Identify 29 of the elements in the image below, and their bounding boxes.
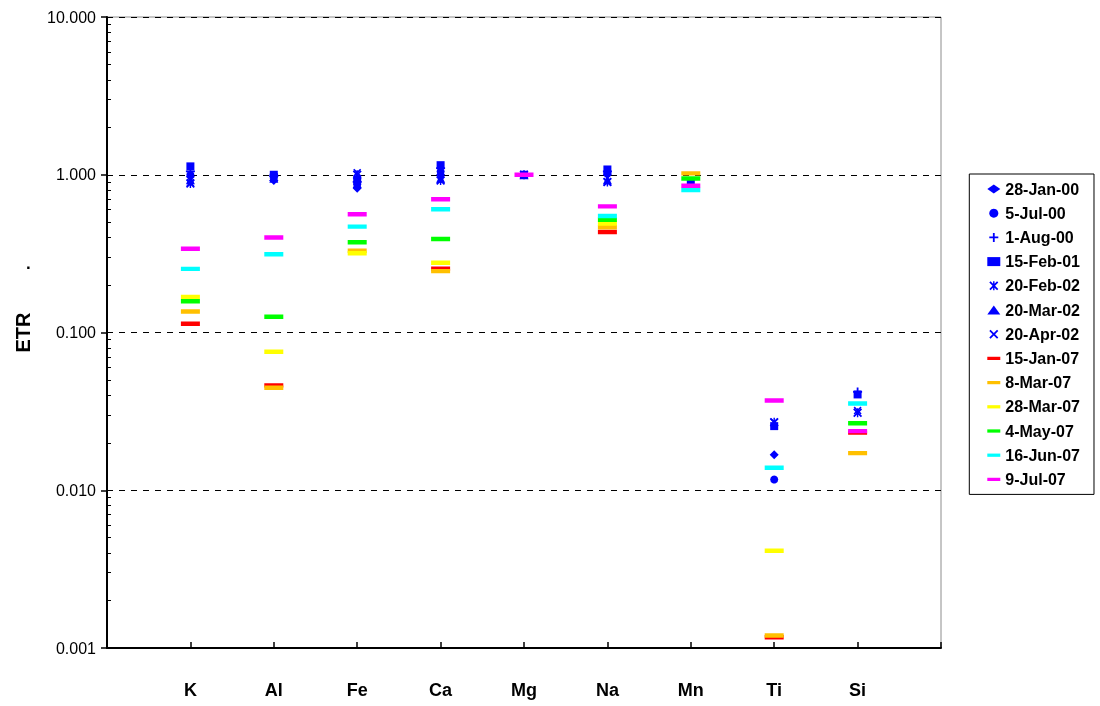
- y-tick-label: 1.000: [55, 166, 97, 184]
- legend-label: 4-May-07: [1005, 422, 1074, 440]
- legend-label: 5-Jul-00: [1005, 204, 1066, 222]
- y-tick-label: 10.000: [47, 8, 97, 26]
- legend-label: 20-Feb-02: [1005, 277, 1081, 295]
- legend-label: 9-Jul-07: [1005, 470, 1066, 488]
- y-axis-title: ETR: [12, 311, 34, 353]
- x-tick-label: Na: [595, 680, 620, 700]
- legend-label: 15-Jan-07: [1005, 349, 1080, 367]
- y-tick-label: 0.100: [55, 324, 97, 341]
- x-tick-label: K: [183, 680, 197, 700]
- legend-label: 8-Mar-07: [1005, 374, 1072, 392]
- text: .: [26, 254, 31, 273]
- y-tick-label: 0.010: [55, 481, 97, 499]
- legend-label: 16-Jun-07: [1005, 446, 1081, 464]
- legend-label: 20-Apr-02: [1005, 325, 1080, 343]
- x-tick-label: Mn: [677, 680, 704, 700]
- legend-label: 15-Feb-01: [1005, 253, 1081, 271]
- legend-label: 1-Aug-00: [1005, 228, 1074, 246]
- x-tick-label: Ti: [766, 680, 783, 700]
- legend-label: 28-Jan-00: [1005, 180, 1080, 198]
- legend-label: 28-Mar-07: [1005, 398, 1081, 416]
- legend-label: 20-Mar-02: [1005, 301, 1081, 319]
- x-tick-label: Fe: [346, 680, 368, 700]
- x-tick-label: Al: [264, 680, 283, 700]
- x-tick-label: Si: [849, 680, 867, 700]
- x-tick-label: Ca: [429, 680, 454, 700]
- x-tick-label: Mg: [511, 680, 537, 700]
- y-tick-label: 0.001: [55, 639, 97, 657]
